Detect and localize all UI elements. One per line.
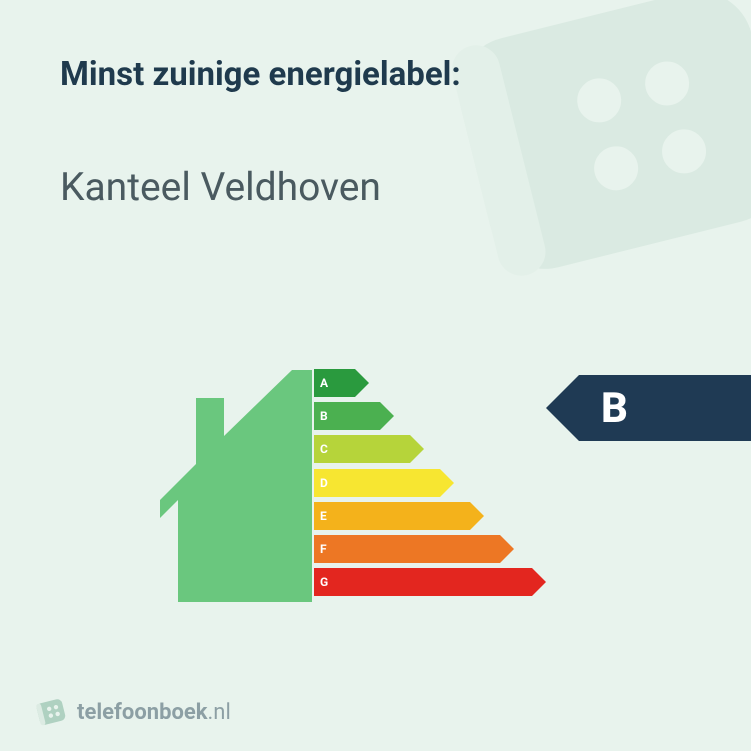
energy-bar-shape: [314, 435, 424, 463]
current-label-letter: B: [601, 384, 628, 433]
energy-bar-shape: [314, 469, 454, 497]
energy-bar-letter: B: [320, 402, 328, 430]
current-label-badge: B: [546, 375, 751, 445]
energy-bar-letter: F: [320, 535, 327, 563]
energy-bar-shape: [314, 502, 484, 530]
house-icon: [160, 370, 312, 602]
energy-label-graphic: ABCDEFG B: [0, 345, 751, 625]
footer-brand-light: .nl: [208, 700, 231, 725]
footer-brand-bold: telefoonboek: [77, 700, 208, 725]
energy-bar-letter: G: [320, 568, 328, 596]
telefoonboek-icon: [36, 697, 66, 727]
energy-bar-shape: [314, 568, 546, 596]
page-subtitle: Kanteel Veldhoven: [60, 164, 691, 210]
page-title: Minst zuinige energielabel:: [60, 55, 691, 94]
footer-branding: telefoonboek.nl: [36, 697, 231, 727]
energy-bar-letter: E: [320, 502, 327, 530]
energy-bar-shape: [314, 535, 514, 563]
energy-bar-letter: D: [320, 469, 328, 497]
energy-bar-letter: A: [320, 369, 328, 397]
badge-shape: [546, 375, 751, 441]
energy-bar-letter: C: [320, 435, 328, 463]
footer-text: telefoonboek.nl: [77, 700, 231, 725]
